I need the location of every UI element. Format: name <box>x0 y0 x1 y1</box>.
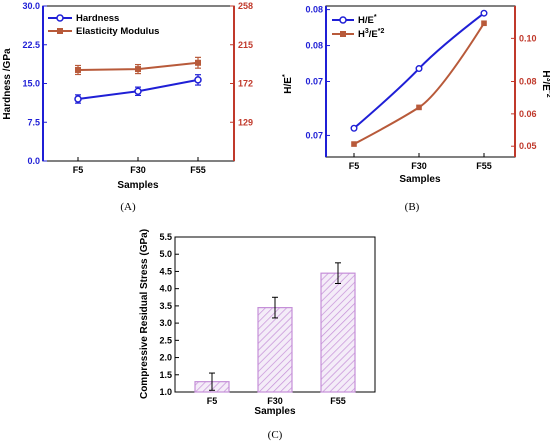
panel-c-ytick-label: 1.0 <box>159 387 172 397</box>
panel-c-ytick-label: 4.0 <box>159 284 172 294</box>
panel-b-label: (B) <box>405 201 420 213</box>
panel-a-xtick-label: F55 <box>190 165 206 175</box>
panel-c-ytick-label: 5.5 <box>159 232 172 242</box>
legend-hardness-marker <box>56 14 64 22</box>
panel-c-ytick-label: 4.5 <box>159 266 172 276</box>
panel-a-xtick-label: F5 <box>73 165 84 175</box>
panel-c-xlabel: Samples <box>254 406 296 417</box>
panel-a-ytick-label: 15.0 <box>22 79 40 89</box>
panel-c-xtick-label: F30 <box>267 396 283 406</box>
panel-b-xtick-label: F5 <box>349 161 360 171</box>
panel-b-ytick-label: 0.07 <box>305 77 323 87</box>
panel-a: 0.0 7.5 15.0 22.5 30.0 129 172 215 258 F5 F30 F55… <box>2 1 253 213</box>
panel-c-xtick-label: F55 <box>330 396 346 406</box>
panel-a-xtick-label: F30 <box>130 165 146 175</box>
panel-a-ytick-label: 7.5 <box>27 117 40 127</box>
data-point-h3e2 <box>481 20 487 27</box>
panel-c-ylabel: Compressive Residual Stress (GPa) <box>139 229 150 399</box>
bar-F55 <box>320 272 356 393</box>
panel-b-ytick-label: 0.08 <box>305 5 323 15</box>
panel-b-y2tick-label: 0.05 <box>519 141 537 151</box>
data-point-modulus <box>195 59 201 66</box>
legend-hardness-label: Hardness <box>76 13 119 24</box>
panel-b: 0.07 0.07 0.08 0.08 0.05 0.06 0.08 0.10 F5 F30 F… <box>282 5 550 213</box>
data-point-he <box>480 9 488 17</box>
data-point-h3e2 <box>351 141 357 147</box>
panel-a-ytick-label: 0.0 <box>27 156 40 166</box>
panel-a-y2tick-label: 215 <box>238 40 253 50</box>
panel-a-y2tick-label: 258 <box>238 1 253 11</box>
data-point-he <box>350 124 358 132</box>
panel-a-y2tick-label: 129 <box>238 117 253 127</box>
legend-modulus-label: Elasticity Modulus <box>76 26 159 37</box>
panel-c-ytick-label: 2.5 <box>159 335 172 345</box>
panel-c-ytick-label: 2.0 <box>159 353 172 363</box>
data-point-he <box>415 65 423 73</box>
legend-h3e2-marker <box>340 31 346 37</box>
panel-b-xtick-label: F30 <box>411 161 427 171</box>
data-point-modulus <box>75 66 81 73</box>
panel-c-ytick-label: 5.0 <box>159 249 172 259</box>
panel-b-ylabel: H/E* <box>282 74 294 94</box>
legend-h3e2-label: H3/E*2 <box>358 28 384 40</box>
panel-c-ytick-label: 3.0 <box>159 318 172 328</box>
data-point-modulus <box>135 66 141 73</box>
panel-a-ytick-label: 30.0 <box>22 1 40 11</box>
panel-a-label: (A) <box>120 201 136 213</box>
legend-he-marker <box>339 16 347 24</box>
panel-a-xlabel: Samples <box>117 180 159 191</box>
panel-c-xtick-label: F5 <box>207 396 218 406</box>
data-point-hardness <box>134 87 142 95</box>
panel-a-legend: Hardness Elasticity Modulus <box>48 13 159 37</box>
panel-a-ytick-label: 22.5 <box>22 40 40 50</box>
panel-b-ytick-label: 0.07 <box>305 130 323 140</box>
data-point-hardness <box>194 76 202 84</box>
panel-c: 1.01.52.02.53.03.54.04.55.05.5 F5 F30 F55 … <box>139 229 376 441</box>
panel-b-xtick-label: F55 <box>476 161 492 171</box>
panel-c-ytick-label: 3.5 <box>159 301 172 311</box>
panel-c-label: (C) <box>268 429 283 441</box>
panel-b-plot-area <box>325 5 516 158</box>
series-curve-1 <box>353 22 485 145</box>
panel-b-y2tick-label: 0.08 <box>519 77 537 87</box>
legend-he-label: H/E* <box>358 14 377 26</box>
panel-b-y2tick-label: 0.06 <box>519 109 537 119</box>
panel-b-y2label: H3/E*2 <box>540 70 550 97</box>
panel-b-ytick-label: 0.08 <box>305 41 323 51</box>
panel-b-legend: H/E* H3/E*2 <box>332 14 384 40</box>
panel-b-y2tick-label: 0.10 <box>519 33 537 43</box>
data-point-h3e2 <box>416 104 422 111</box>
bar-F30 <box>257 307 293 393</box>
panel-a-y2tick-label: 172 <box>238 79 253 89</box>
data-point-hardness <box>74 95 82 103</box>
panel-a-ylabel: Hardness /GPa <box>2 48 13 120</box>
legend-modulus-marker <box>57 28 63 34</box>
panel-c-ytick-label: 1.5 <box>159 370 172 380</box>
panel-b-xlabel: Samples <box>399 174 441 185</box>
